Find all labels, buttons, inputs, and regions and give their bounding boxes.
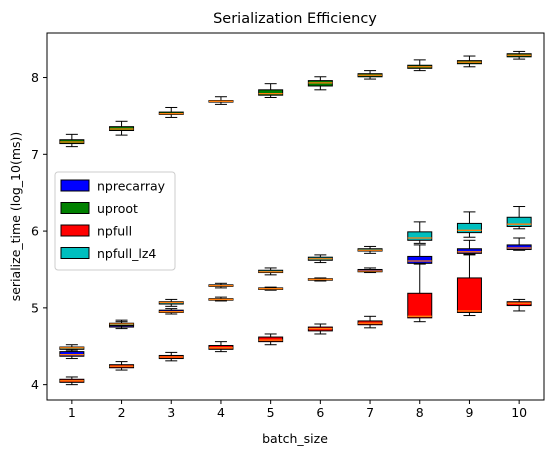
box-body: [507, 245, 531, 250]
x-tick-label: 8: [416, 405, 424, 420]
x-tick-label: 7: [366, 405, 374, 420]
x-tick-label: 1: [68, 405, 76, 420]
box-body: [408, 293, 432, 318]
legend-label: uproot: [97, 201, 138, 216]
box-body: [259, 337, 283, 342]
x-tick-label: 2: [118, 405, 126, 420]
x-tick-label: 9: [465, 405, 473, 420]
box-body: [457, 223, 481, 232]
legend-swatch: [61, 225, 89, 236]
box-body: [457, 278, 481, 313]
box-body: [408, 232, 432, 240]
box-body: [408, 256, 432, 263]
x-tick-label: 10: [511, 405, 527, 420]
box-body: [457, 249, 481, 254]
box-body: [507, 217, 531, 226]
x-tick-label: 5: [267, 405, 275, 420]
chart-title: Serialization Efficiency: [213, 11, 377, 27]
x-tick-label: 3: [167, 405, 175, 420]
box-body: [60, 352, 84, 357]
y-tick-label: 6: [31, 224, 39, 239]
box-body: [259, 90, 283, 95]
legend-swatch: [61, 248, 89, 259]
y-axis-label: serialize_time (log_10(ms)): [8, 132, 23, 302]
legend-label: npfull_lz4: [97, 246, 156, 261]
legend-swatch: [61, 180, 89, 191]
legend-swatch: [61, 203, 89, 214]
x-tick-label: 6: [316, 405, 324, 420]
legend-label: nprecarray: [97, 179, 166, 194]
x-axis-label: batch_size: [262, 431, 328, 446]
legend-label: npfull: [97, 224, 132, 239]
box-plot: [308, 278, 332, 281]
x-tick-label: 4: [217, 405, 225, 420]
y-tick-label: 7: [31, 147, 39, 162]
y-tick-label: 5: [31, 300, 39, 315]
y-tick-label: 8: [31, 70, 39, 85]
y-tick-label: 4: [31, 377, 39, 392]
legend: nprecarray uproot npfull npfull_lz4: [55, 172, 175, 270]
box-plot: [259, 287, 283, 290]
